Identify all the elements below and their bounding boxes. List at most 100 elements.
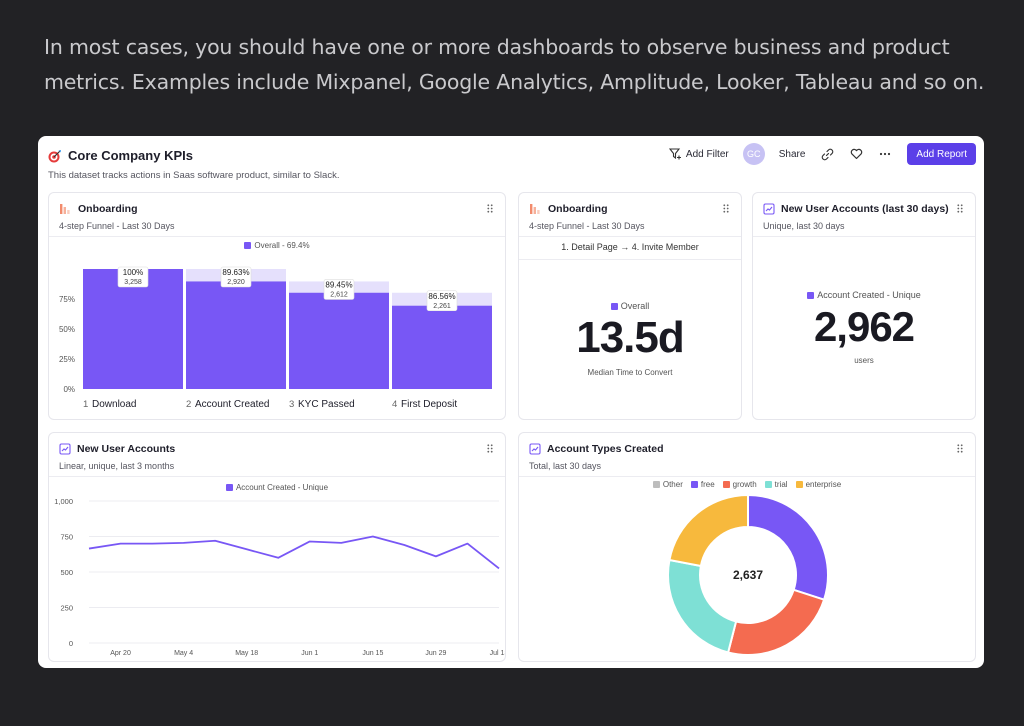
new-user-accounts-line-card[interactable]: New User Accounts Linear, unique, last 3… xyxy=(48,432,506,662)
user-avatar[interactable]: GC xyxy=(742,143,765,165)
card-divider xyxy=(753,236,975,237)
card-divider xyxy=(49,476,505,477)
funnel-chart-icon xyxy=(60,204,70,214)
legend-label: enterprise xyxy=(805,480,842,489)
pie-card-subtitle: Total, last 30 days xyxy=(529,461,602,471)
donut-slice-free[interactable] xyxy=(747,493,829,601)
filter-add-icon xyxy=(668,148,681,160)
dashboard-title: Core Company KPIs xyxy=(48,148,193,163)
pie-card-title-text: Account Types Created xyxy=(547,443,664,455)
x-tick-label: Jul 13 xyxy=(490,650,505,657)
more-options-button[interactable] xyxy=(871,142,899,166)
median-time-value: 13.5d xyxy=(576,313,685,362)
time-to-convert-card[interactable]: Onboarding 4-step Funnel - Last 30 Days … xyxy=(518,192,742,420)
legend-swatch xyxy=(225,484,233,491)
heart-icon xyxy=(851,148,863,160)
new-users-card-title: New User Accounts (last 30 days) xyxy=(763,203,949,215)
funnel-bar[interactable] xyxy=(289,292,389,389)
insights-chart-icon xyxy=(59,443,71,455)
legend-label: Other xyxy=(662,480,683,489)
funnel-bar[interactable] xyxy=(392,305,492,389)
x-tick-label: May 4 xyxy=(174,650,193,657)
legend-swatch xyxy=(690,481,698,488)
pie-legend-item[interactable]: growth xyxy=(722,480,757,489)
funnel-label-box xyxy=(220,266,252,288)
x-tick-label: May 18 xyxy=(235,650,258,657)
share-button[interactable]: Share xyxy=(778,148,806,160)
y-tick-label: 25% xyxy=(59,355,75,364)
drag-handle-icon[interactable] xyxy=(723,204,729,213)
line-chart: 0 250 500 750 1,000 Apr 20 May 4 May 18 Jun 1 Jun… xyxy=(54,497,505,657)
funnel-card-title: Onboarding xyxy=(59,203,138,215)
funnel-steps-label: 1. Detail Page → 4. Invite Member xyxy=(561,242,699,252)
funnel-legend-item: Overall - 69.4% xyxy=(244,241,310,250)
legend-label: growth xyxy=(732,480,757,489)
x-tick-label: Jun 15 xyxy=(362,650,383,657)
link-icon xyxy=(822,148,834,160)
funnel-count-label: 2,920 xyxy=(227,279,245,286)
new-users-value: 2,962 xyxy=(813,303,915,350)
copy-link-button[interactable] xyxy=(813,142,842,166)
funnel-percent-label: 89.63% xyxy=(222,268,249,277)
add-filter-label: Add Filter xyxy=(685,148,729,160)
funnel-step-label: Account Created xyxy=(195,399,270,410)
funnel-card-title-text: Onboarding xyxy=(78,203,138,215)
funnel-chart: 0% 25% 50% 75% 100% 3,258 1 Download 89.63% 2,920… xyxy=(59,266,492,410)
legend-swatch xyxy=(795,481,803,488)
account-types-card[interactable]: Account Types Created Total, last 30 day… xyxy=(518,432,976,662)
pie-legend-item[interactable]: enterprise xyxy=(795,480,842,489)
add-filter-button[interactable]: Add Filter xyxy=(661,142,737,166)
funnel-count-label: 2,261 xyxy=(433,303,451,310)
legend-label: trial xyxy=(774,480,788,489)
pie-legend-item[interactable]: Other xyxy=(652,480,683,489)
funnel-count-label: 2,612 xyxy=(330,291,348,298)
card-divider xyxy=(519,476,975,477)
funnel-bar[interactable] xyxy=(83,269,183,389)
line-legend-item: Account Created - Unique xyxy=(225,483,328,492)
target-emoji-icon xyxy=(48,149,61,162)
x-tick-label: Apr 20 xyxy=(110,650,131,657)
new-user-accounts-30d-card[interactable]: New User Accounts (last 30 days) Unique,… xyxy=(752,192,976,420)
add-report-button[interactable]: Add Report xyxy=(907,143,976,165)
time-card-title: Onboarding xyxy=(529,203,608,215)
pie-legend-item[interactable]: free xyxy=(690,480,715,489)
legend-label: free xyxy=(700,480,715,489)
funnel-step-label: Download xyxy=(92,399,136,410)
drag-handle-icon[interactable] xyxy=(957,444,963,453)
legend-swatch xyxy=(610,302,618,310)
drag-handle-icon[interactable] xyxy=(957,204,963,213)
drag-handle-icon[interactable] xyxy=(487,204,493,213)
series-line[interactable] xyxy=(88,535,500,570)
funnel-card-subtitle: 4-step Funnel - Last 30 Days xyxy=(59,221,175,231)
pie-card-title: Account Types Created xyxy=(529,443,664,455)
funnel-card[interactable]: Onboarding 4-step Funnel - Last 30 Days … xyxy=(48,192,506,420)
y-tick-label: 50% xyxy=(59,325,75,334)
drag-handle-icon[interactable] xyxy=(487,444,493,453)
y-tick-label: 0% xyxy=(63,385,75,394)
time-card-subtitle: 4-step Funnel - Last 30 Days xyxy=(529,221,645,231)
funnel-percent-label: 89.45% xyxy=(325,280,352,289)
favorite-button[interactable] xyxy=(842,142,871,166)
median-time-caption: Median Time to Convert xyxy=(587,368,673,377)
pie-legend-item[interactable]: trial xyxy=(764,480,788,489)
legend-swatch xyxy=(652,481,660,488)
donut-slice-trial[interactable] xyxy=(667,558,738,654)
funnel-percent-label: 100% xyxy=(123,268,143,277)
insights-chart-icon xyxy=(529,443,541,455)
funnel-count-label: 3,258 xyxy=(124,279,142,286)
y-tick-label: 750 xyxy=(60,533,73,542)
new-users-legend: Account Created - Unique xyxy=(753,290,975,300)
toolbar: Add Filter GC Share Add Report xyxy=(661,142,976,166)
donut-slice-enterprise[interactable] xyxy=(668,493,749,568)
y-tick-label: 500 xyxy=(60,568,73,577)
funnel-bar[interactable] xyxy=(186,281,286,389)
x-tick-label: Jun 29 xyxy=(425,650,446,657)
time-legend: Overall xyxy=(519,301,741,311)
funnel-chart-icon xyxy=(530,204,540,214)
line-card-title: New User Accounts xyxy=(59,443,175,455)
funnel-step-number: 4 xyxy=(392,399,397,410)
card-divider xyxy=(49,236,505,237)
line-card-title-text: New User Accounts xyxy=(77,443,176,455)
donut-slice-growth[interactable] xyxy=(726,588,826,656)
legend-swatch xyxy=(244,242,252,249)
